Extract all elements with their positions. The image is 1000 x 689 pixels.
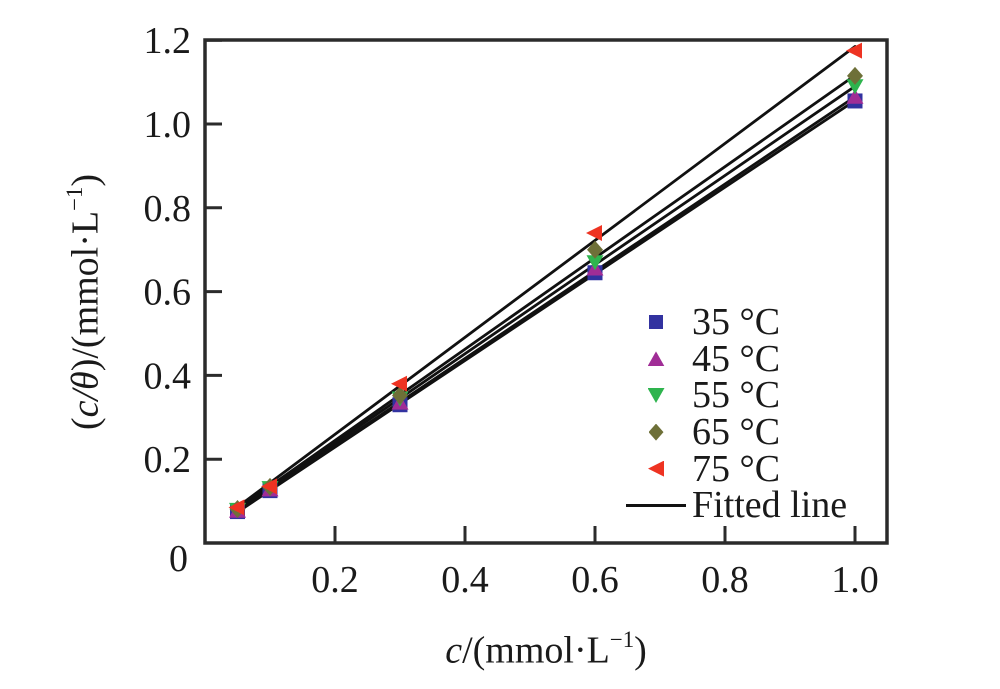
y-tick-label: 0.8 <box>144 188 192 230</box>
y-tick-label: 0.2 <box>144 439 192 481</box>
x-tick-label: 0.8 <box>701 559 749 601</box>
legend: 35 °C 45 °C 55 °C 65 °C 75 °C Fitted lin… <box>620 301 848 527</box>
marker-55C <box>846 79 864 95</box>
legend-label-65c: 65 °C <box>692 411 781 454</box>
fitted-line-55C <box>232 84 857 514</box>
marker-75C <box>586 224 602 241</box>
y-tick-label: 1.2 <box>144 20 192 62</box>
legend-label-45c: 45 °C <box>692 337 781 380</box>
legend-item-75c: 75 °C <box>620 447 847 490</box>
x-tick-label: 1.0 <box>831 559 879 601</box>
y-tick-label: 0.6 <box>144 272 192 314</box>
marker-75C <box>846 42 862 59</box>
marker-65C <box>587 240 603 259</box>
y-tick-label: 1.0 <box>144 104 192 146</box>
y-tick-label: 0.4 <box>144 355 192 397</box>
marker-45C <box>846 88 864 104</box>
origin-tick-label: 0 <box>169 538 188 580</box>
fitted-line-45C <box>232 95 857 515</box>
legend-marker-triangle-down-55c <box>647 387 665 403</box>
legend-marker-diamond-65c <box>648 423 664 441</box>
legend-marker-triangle-up-45c <box>647 351 665 367</box>
legend-marker-square-35c <box>649 315 663 330</box>
legend-item-65c: 65 °C <box>620 411 847 454</box>
marker-75C <box>261 478 277 495</box>
marker-75C <box>391 375 407 392</box>
legend-marker-triangle-left-75c <box>648 460 664 477</box>
marker-75C <box>228 499 245 516</box>
marker-65C <box>392 386 408 405</box>
x-axis-title: c/(mmol·L−1) <box>445 626 647 672</box>
x-tick-label: 0.2 <box>311 559 359 601</box>
legend-label-fitted-line: Fitted line <box>692 484 848 527</box>
legend-marker-fitted-line <box>626 503 686 507</box>
legend-item-35c: 35 °C <box>620 301 847 344</box>
legend-item-55c: 55 °C <box>620 374 847 417</box>
legend-label-75c: 75 °C <box>692 447 781 490</box>
legend-item-fitted-line: Fitted line <box>620 484 848 527</box>
x-tick-label: 0.6 <box>571 559 619 601</box>
marker-65C <box>847 66 863 85</box>
x-tick-label: 0.4 <box>441 559 489 601</box>
marker-55C <box>586 255 604 271</box>
legend-label-55c: 55 °C <box>692 374 781 417</box>
fitted-line-75C <box>232 45 857 511</box>
legend-label-35c: 35 °C <box>692 301 781 344</box>
fitted-line-65C <box>232 73 857 513</box>
y-axis-title: (c/θ)/(mmol·L−1) <box>61 173 107 431</box>
legend-item-45c: 45 °C <box>620 337 847 380</box>
